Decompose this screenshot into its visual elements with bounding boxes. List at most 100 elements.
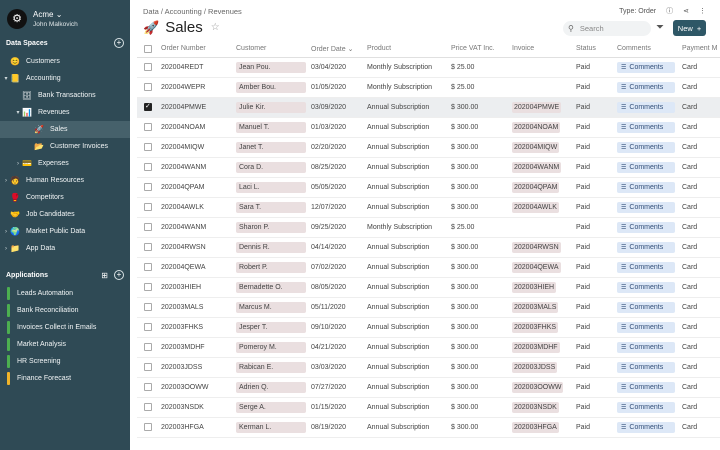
comments-button[interactable]: ☰ Comments bbox=[617, 361, 675, 373]
customer-link[interactable]: Julie Kir. bbox=[236, 101, 306, 113]
invoice-link[interactable]: 202003NSDK bbox=[512, 401, 559, 413]
customer-link[interactable]: Robert P. bbox=[236, 261, 306, 273]
row-checkbox[interactable] bbox=[144, 283, 152, 291]
customer-link[interactable]: Jean Pou. bbox=[236, 61, 306, 73]
customer-link[interactable]: Dennis R. bbox=[236, 241, 306, 253]
invoice-link[interactable]: 202003FHKS bbox=[512, 321, 559, 333]
comments-button[interactable]: ☰ Comments bbox=[617, 181, 675, 193]
col-customer[interactable]: Customer bbox=[236, 41, 311, 58]
row-checkbox[interactable] bbox=[144, 203, 152, 211]
table-row[interactable]: 202003NSDK Serge A. 01/15/2020 Annual Subsc… bbox=[137, 397, 720, 418]
comments-button[interactable]: ☰ Comments bbox=[617, 381, 675, 393]
caret-icon[interactable]: › bbox=[17, 160, 19, 167]
invoice-link[interactable]: 202004QPAM bbox=[512, 181, 560, 193]
table-row[interactable]: 202003HIEH Bernadette O. 08/05/2020 Annual … bbox=[137, 277, 720, 298]
comments-button[interactable]: ☰ Comments bbox=[617, 121, 675, 133]
sidebar-item-bank-transactions[interactable]: 🗄 Bank Transactions bbox=[0, 87, 130, 104]
col-price[interactable]: Price VAT Inc. bbox=[451, 41, 512, 58]
comments-button[interactable]: ☰ Comments bbox=[617, 401, 675, 413]
col-product[interactable]: Product bbox=[367, 41, 451, 58]
table-row[interactable]: 202004NOAM Manuel T. 01/03/2020 Annual Subs… bbox=[137, 117, 720, 138]
row-checkbox[interactable] bbox=[144, 123, 152, 131]
comments-button[interactable]: ☰ Comments bbox=[617, 261, 675, 273]
sidebar-item-competitors[interactable]: 🥊 Competitors bbox=[0, 189, 130, 206]
comments-button[interactable]: ☰ Comments bbox=[617, 421, 675, 433]
customer-link[interactable]: Laci L. bbox=[236, 181, 306, 193]
customer-link[interactable]: Janet T. bbox=[236, 141, 306, 153]
col-payment[interactable]: Payment M bbox=[682, 41, 720, 58]
table-row[interactable]: 202003HFGA Kerman L. 08/19/2020 Annual Subs… bbox=[137, 417, 720, 438]
customer-link[interactable]: Sara T. bbox=[236, 201, 306, 213]
new-button[interactable]: New + bbox=[673, 20, 706, 36]
invoice-link[interactable]: 202004MIQW bbox=[512, 141, 560, 153]
info-icon[interactable]: ⓘ bbox=[666, 8, 674, 15]
caret-icon[interactable]: › bbox=[5, 177, 7, 184]
customer-link[interactable]: Cora D. bbox=[236, 161, 306, 173]
row-checkbox[interactable] bbox=[144, 223, 152, 231]
filter-icon[interactable]: ⏷ bbox=[656, 22, 664, 33]
customer-link[interactable]: Amber Bou. bbox=[236, 81, 306, 93]
comments-button[interactable]: ☰ Comments bbox=[617, 101, 675, 113]
table-row[interactable]: 202004MIQW Janet T. 02/20/2020 Annual Subsc… bbox=[137, 137, 720, 158]
comments-button[interactable]: ☰ Comments bbox=[617, 201, 675, 213]
table-row[interactable]: 202004WANM Sharon P. 09/25/2020 Monthly Sub… bbox=[137, 217, 720, 238]
table-row[interactable]: 202004WANM Cora D. 08/25/2020 Annual Subscr… bbox=[137, 157, 720, 178]
table-row[interactable]: 202003JDSS Rabican E. 03/03/2020 Annual Sub… bbox=[137, 357, 720, 378]
row-checkbox[interactable] bbox=[144, 102, 152, 111]
invoice-link[interactable]: 202003HIEH bbox=[512, 281, 557, 293]
table-row[interactable]: 202003OOWW Adrien Q. 07/27/2020 Annual Subs… bbox=[137, 377, 720, 398]
grid-icon[interactable]: ⊞ bbox=[101, 270, 108, 280]
invoice-link[interactable]: 202004PMWE bbox=[512, 101, 562, 113]
invoice-link[interactable]: 202004RWSN bbox=[512, 241, 561, 253]
table-row[interactable]: 202004AWLK Sara T. 12/07/2020 Annual Subscr… bbox=[137, 197, 720, 218]
customer-link[interactable]: Sharon P. bbox=[236, 221, 306, 233]
row-checkbox[interactable] bbox=[144, 403, 152, 411]
table-row[interactable]: 202004REDT Jean Pou. 03/04/2020 Monthly Sub… bbox=[137, 57, 720, 78]
invoice-link[interactable]: 202003MALS bbox=[512, 301, 559, 313]
comments-button[interactable]: ☰ Comments bbox=[617, 61, 675, 73]
row-checkbox[interactable] bbox=[144, 383, 152, 391]
customer-link[interactable]: Rabican E. bbox=[236, 361, 306, 373]
invoice-link[interactable]: 202003JDSS bbox=[512, 361, 558, 373]
sidebar-item-accounting[interactable]: ▾ 📒 Accounting bbox=[0, 70, 130, 87]
app-item-finance-forecast[interactable]: Finance Forecast bbox=[0, 370, 130, 387]
customer-link[interactable]: Adrien Q. bbox=[236, 381, 306, 393]
row-checkbox[interactable] bbox=[144, 83, 152, 91]
col-status[interactable]: Status bbox=[576, 41, 617, 58]
sidebar-item-job-candidates[interactable]: 🤝 Job Candidates bbox=[0, 206, 130, 223]
row-checkbox[interactable] bbox=[144, 163, 152, 171]
customer-link[interactable]: Manuel T. bbox=[236, 121, 306, 133]
table-row[interactable]: 202004RWSN Dennis R. 04/14/2020 Annual Subs… bbox=[137, 237, 720, 258]
table-row[interactable]: 202004WEPR Amber Bou. 01/05/2020 Monthly Su… bbox=[137, 77, 720, 98]
comments-button[interactable]: ☰ Comments bbox=[617, 81, 675, 93]
table-row[interactable]: 202003MALS Marcus M. 05/11/2020 Annual Subs… bbox=[137, 297, 720, 318]
sidebar-item-customer-invoices[interactable]: 📂 Customer Invoices bbox=[0, 138, 130, 155]
type-label[interactable]: Type: Order bbox=[619, 7, 657, 15]
customer-link[interactable]: Kerman L. bbox=[236, 421, 306, 433]
sidebar-item-customers[interactable]: 😊 Customers bbox=[0, 53, 130, 70]
comments-button[interactable]: ☰ Comments bbox=[617, 281, 675, 293]
row-checkbox[interactable] bbox=[144, 263, 152, 271]
comments-button[interactable]: ☰ Comments bbox=[617, 301, 675, 313]
caret-icon[interactable]: › bbox=[5, 228, 7, 235]
customer-link[interactable]: Pomeroy M. bbox=[236, 341, 306, 353]
row-checkbox[interactable] bbox=[144, 143, 152, 151]
comments-button[interactable]: ☰ Comments bbox=[617, 221, 675, 233]
app-item-hr-screening[interactable]: HR Screening bbox=[0, 353, 130, 370]
add-data-space-button[interactable]: + bbox=[114, 38, 124, 48]
invoice-link[interactable]: 202004WANM bbox=[512, 161, 562, 173]
row-checkbox[interactable] bbox=[144, 183, 152, 191]
col-order-number[interactable]: Order Number bbox=[161, 41, 236, 58]
comments-button[interactable]: ☰ Comments bbox=[617, 321, 675, 333]
col-comments[interactable]: Comments bbox=[617, 41, 682, 58]
row-checkbox[interactable] bbox=[144, 243, 152, 251]
row-checkbox[interactable] bbox=[144, 363, 152, 371]
app-item-leads-automation[interactable]: Leads Automation bbox=[0, 285, 130, 302]
search-input[interactable]: ⚲ Search bbox=[563, 21, 651, 36]
sidebar-item-revenues[interactable]: ▾ 📊 Revenues bbox=[0, 104, 130, 121]
app-item-bank-reconciliation[interactable]: Bank Reconciliation bbox=[0, 302, 130, 319]
app-item-market-analysis[interactable]: Market Analysis bbox=[0, 336, 130, 353]
sidebar-item-sales[interactable]: 🚀 Sales bbox=[0, 121, 130, 138]
invoice-link[interactable]: 202003HFGA bbox=[512, 421, 559, 433]
